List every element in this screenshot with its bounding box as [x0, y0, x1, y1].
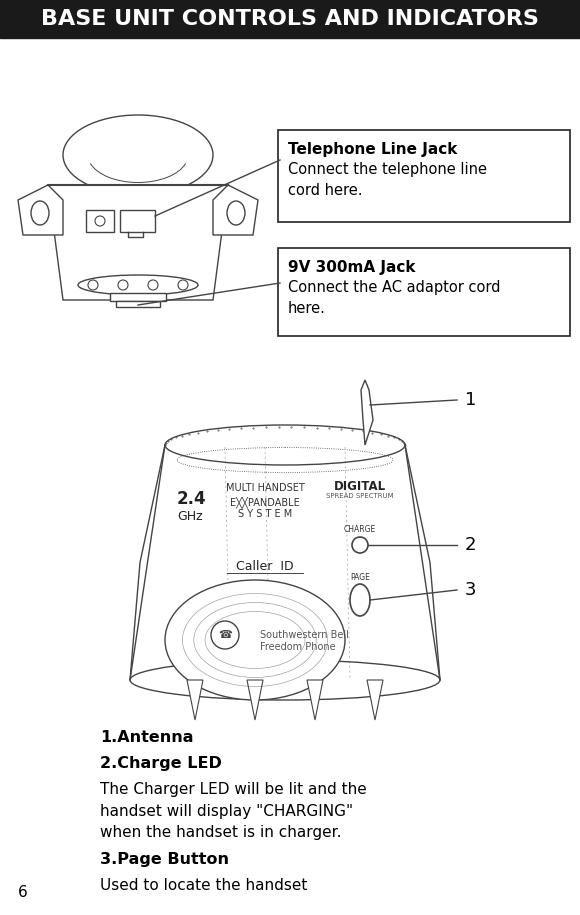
Bar [278, 130, 570, 222]
Text: SPREAD SPECTRUM: SPREAD SPECTRUM [326, 493, 394, 499]
Circle shape [118, 280, 128, 290]
Polygon shape [213, 185, 258, 235]
Circle shape [352, 537, 368, 553]
Bar [116, 301, 160, 307]
Bar [0, 0, 580, 38]
Text: 2.Charge LED: 2.Charge LED [100, 756, 222, 771]
Text: Connect the AC adaptor cord
here.: Connect the AC adaptor cord here. [288, 280, 501, 316]
Polygon shape [361, 380, 373, 445]
Text: 1: 1 [465, 391, 476, 409]
Bar [86, 210, 114, 232]
Circle shape [95, 216, 105, 226]
Text: 3.Page Button: 3.Page Button [100, 852, 229, 867]
Text: Connect the telephone line
cord here.: Connect the telephone line cord here. [288, 162, 487, 198]
Text: E╳╳PANDABLE: E╳╳PANDABLE [230, 496, 300, 508]
Text: 3: 3 [465, 581, 477, 599]
Text: 2.4: 2.4 [177, 490, 206, 508]
Circle shape [178, 280, 188, 290]
Ellipse shape [165, 580, 345, 700]
Text: 1.Antenna: 1.Antenna [100, 730, 194, 745]
Circle shape [88, 280, 98, 290]
Text: The Charger LED will be lit and the
handset will display "CHARGING"
when the han: The Charger LED will be lit and the hand… [100, 782, 367, 840]
Ellipse shape [130, 660, 440, 700]
Ellipse shape [78, 275, 198, 295]
Circle shape [148, 280, 158, 290]
Text: BASE UNIT CONTROLS AND INDICATORS: BASE UNIT CONTROLS AND INDICATORS [41, 9, 539, 29]
Polygon shape [307, 680, 323, 720]
Text: Freedom Phone: Freedom Phone [260, 642, 336, 652]
Text: Used to locate the handset: Used to locate the handset [100, 878, 307, 893]
Text: 9V 300mA Jack: 9V 300mA Jack [288, 260, 415, 275]
Polygon shape [130, 445, 440, 680]
Polygon shape [48, 185, 228, 300]
Text: MULTI HANDSET: MULTI HANDSET [226, 483, 304, 493]
Ellipse shape [63, 115, 213, 195]
Polygon shape [18, 185, 63, 235]
Bar [120, 210, 155, 232]
Text: Telephone Line Jack: Telephone Line Jack [288, 142, 458, 157]
Text: 2: 2 [465, 536, 477, 554]
Text: CHARGE: CHARGE [344, 525, 376, 534]
Ellipse shape [31, 201, 49, 225]
Polygon shape [247, 680, 263, 720]
Text: ☎: ☎ [218, 630, 232, 640]
Text: GHz: GHz [177, 510, 202, 523]
Text: Southwestern Bell: Southwestern Bell [260, 630, 349, 640]
Text: S Y S T E M: S Y S T E M [238, 509, 292, 519]
Polygon shape [367, 680, 383, 720]
Text: 6: 6 [18, 885, 28, 900]
Text: Caller  ID: Caller ID [236, 560, 294, 573]
Bar [110, 293, 166, 301]
Ellipse shape [350, 584, 370, 616]
Text: DIGITAL: DIGITAL [334, 480, 386, 493]
Ellipse shape [165, 425, 405, 465]
Circle shape [211, 621, 239, 649]
Text: PAGE: PAGE [350, 573, 370, 582]
Polygon shape [187, 680, 203, 720]
Ellipse shape [227, 201, 245, 225]
Bar [278, 248, 570, 336]
